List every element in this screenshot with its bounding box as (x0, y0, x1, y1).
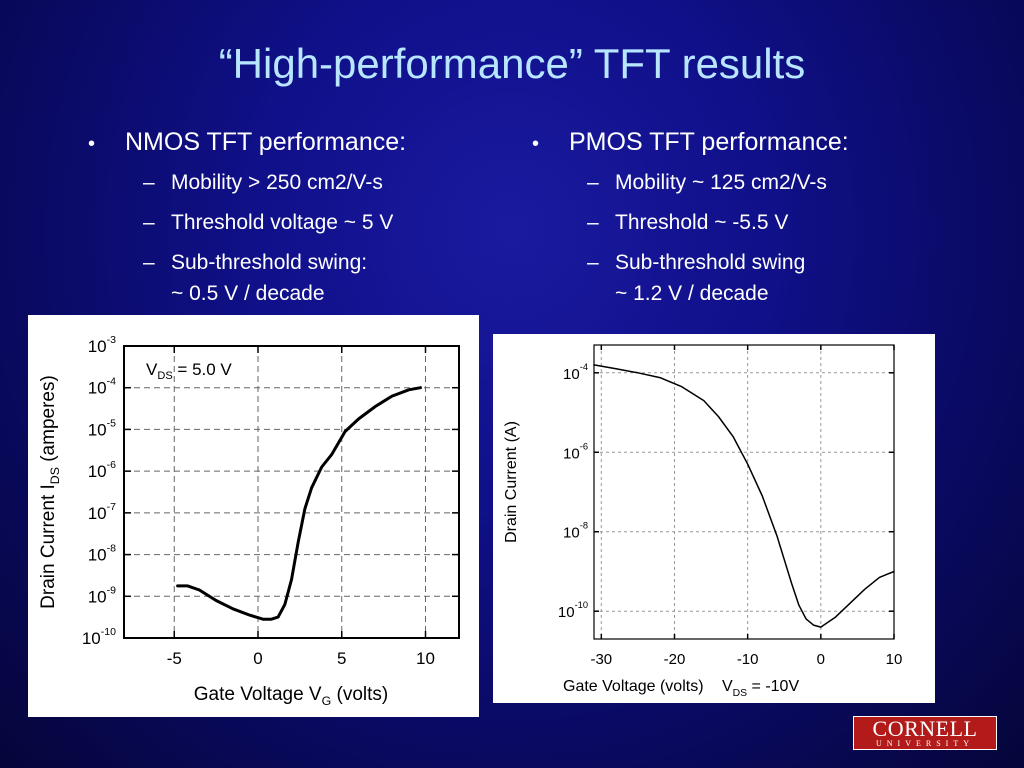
pmos-item: – Threshold ~ -5.5 V (587, 207, 972, 238)
nmos-item-swing: Sub-threshold swing: ~ 0.5 V / decade (171, 251, 368, 305)
pmos-item-swing: Sub-threshold swing ~ 1.2 V / decade (615, 251, 806, 305)
pmos-chart: -30 -20 -10 0 10 10-4 10-6 10-8 10-10 Gate Voltag… (503, 344, 903, 699)
y-tick-label: 10-4 (563, 362, 588, 383)
bullet-glyph: • (532, 133, 540, 155)
y-tick-label: 10-7 (88, 501, 116, 523)
logo-subtext: UNIVERSITY (876, 738, 974, 748)
nmos-item-mobility: Mobility > 250 cm2/V-s (171, 171, 383, 194)
dash-glyph: – (587, 211, 599, 234)
y-tick-label: 10-8 (88, 543, 116, 565)
y-axis-title: Drain Current (A) (503, 421, 520, 543)
cornell-logo: CORNELL UNIVERSITY (853, 716, 997, 750)
y-tick-label: 10-6 (563, 441, 588, 462)
nmos-item: – Threshold voltage ~ 5 V (143, 207, 508, 238)
nmos-chart-panel: -5 0 5 10 10-3 10-4 10-5 10-6 10-7 10-8 10-9 10-10 G… (28, 315, 479, 717)
dash-glyph: – (143, 211, 155, 234)
x-tick-label: -10 (737, 651, 759, 668)
nmos-item-threshold: Threshold voltage ~ 5 V (171, 211, 394, 234)
logo-text: CORNELL (872, 715, 978, 741)
y-tick-label: 10-4 (88, 376, 116, 398)
data-series-line (593, 364, 895, 628)
x-tick-label: -5 (167, 649, 182, 668)
pmos-column: • PMOS TFT performance: – Mobility ~ 125… (532, 128, 972, 318)
x-axis-title: Gate Voltage VG (volts) (194, 684, 388, 708)
pmos-heading-text: PMOS TFT performance: (569, 128, 849, 156)
y-axis-title: Drain Current IDS (amperes) (38, 375, 62, 609)
x-axis-title: Gate Voltage (volts) VDS = -10V (563, 678, 799, 699)
pmos-item-mobility: Mobility ~ 125 cm2/V-s (615, 171, 827, 194)
x-tick-label: -20 (664, 651, 686, 668)
y-tick-label: 10-6 (88, 459, 116, 481)
data-series-line (176, 386, 422, 621)
x-tick-label: 0 (817, 651, 825, 668)
vds-annotation: VDS = 5.0 V (146, 360, 232, 382)
dash-glyph: – (143, 171, 155, 194)
dash-glyph: – (143, 251, 155, 274)
x-tick-label: 10 (886, 651, 903, 668)
dash-glyph: – (587, 251, 599, 274)
y-tick-label: 10-10 (558, 600, 588, 621)
plot-frame (593, 344, 895, 640)
y-tick-label: 10-5 (88, 417, 116, 439)
y-tick-label: 10-10 (82, 626, 116, 648)
nmos-chart: -5 0 5 10 10-3 10-4 10-5 10-6 10-7 10-8 10-9 10-10 G… (38, 334, 460, 708)
pmos-heading: • PMOS TFT performance: (532, 128, 972, 157)
x-tick-label: 10 (416, 649, 435, 668)
x-tick-label: -30 (590, 651, 612, 668)
x-tick-label: 0 (253, 649, 262, 668)
pmos-chart-panel: -30 -20 -10 0 10 10-4 10-6 10-8 10-10 Gate Voltag… (493, 334, 935, 703)
x-tick-label: 5 (337, 649, 346, 668)
nmos-column: • NMOS TFT performance: – Mobility > 250… (88, 128, 508, 318)
plot-frame (123, 345, 460, 639)
dash-glyph: – (587, 171, 599, 194)
pmos-item: – Sub-threshold swing ~ 1.2 V / decade (587, 247, 972, 309)
pmos-item: – Mobility ~ 125 cm2/V-s (587, 167, 972, 198)
y-tick-label: 10-3 (88, 334, 116, 356)
pmos-item-threshold: Threshold ~ -5.5 V (615, 211, 789, 234)
bullet-glyph: • (88, 133, 96, 155)
nmos-item: – Sub-threshold swing: ~ 0.5 V / decade (143, 247, 508, 309)
slide-title: “High-performance” TFT results (218, 40, 806, 87)
nmos-heading-text: NMOS TFT performance: (125, 128, 407, 156)
y-tick-label: 10-9 (88, 584, 116, 606)
nmos-heading: • NMOS TFT performance: (88, 128, 508, 157)
nmos-item: – Mobility > 250 cm2/V-s (143, 167, 508, 198)
y-tick-label: 10-8 (563, 521, 588, 542)
